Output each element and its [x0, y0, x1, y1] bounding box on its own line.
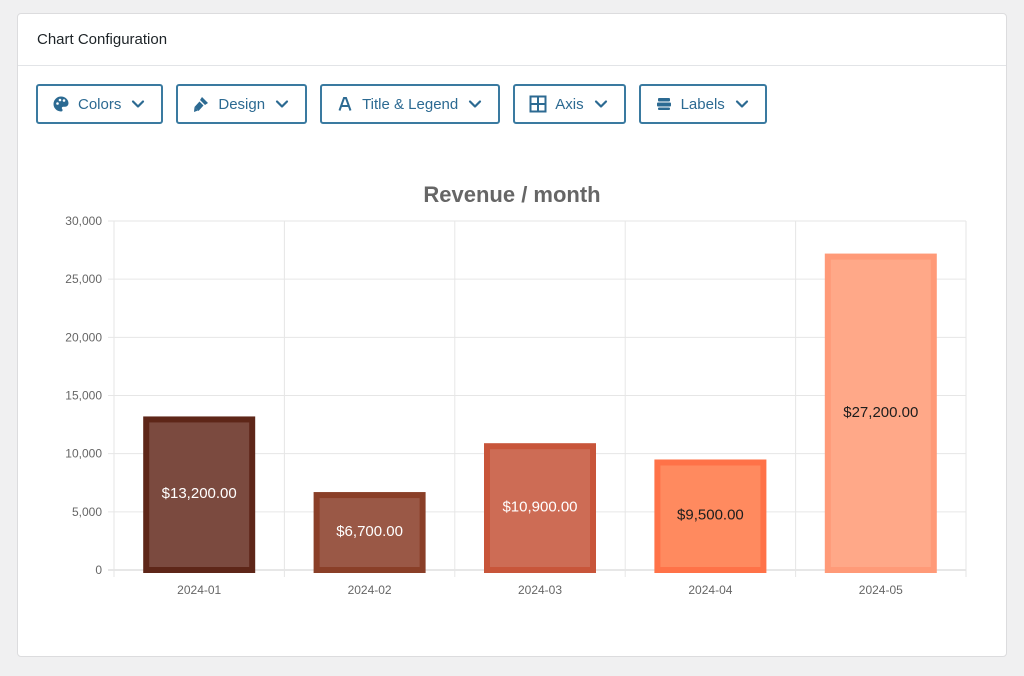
bar-data-label: $13,200.00	[162, 485, 237, 502]
y-tick-label: 20,000	[65, 330, 102, 344]
x-tick-label: 2024-01	[177, 583, 221, 597]
brush-icon	[192, 95, 210, 113]
x-tick-label: 2024-02	[348, 583, 392, 597]
y-tick-label: 10,000	[65, 447, 102, 461]
bar-data-label: $9,500.00	[677, 507, 744, 524]
bar	[824, 253, 937, 573]
colors-dropdown-button[interactable]: Colors	[36, 84, 164, 124]
labels-icon	[655, 95, 673, 113]
y-tick-label: 25,000	[65, 272, 102, 286]
x-tick-label: 2024-03	[518, 583, 562, 597]
font-icon	[336, 95, 354, 113]
y-tick-label: 0	[95, 563, 102, 577]
axis-label: Axis	[555, 95, 584, 113]
chevron-down-icon	[594, 97, 608, 111]
bars: $13,200.00 $6,700.00 $10,900.00 $9,500.00 $2…	[143, 253, 937, 574]
y-tick-label: 5,000	[72, 505, 102, 519]
labels-label: Labels	[680, 95, 725, 113]
chevron-down-icon	[275, 97, 289, 111]
y-tick-label: 30,000	[65, 214, 102, 228]
panel-title: Chart Configuration	[37, 31, 168, 48]
design-label: Design	[218, 95, 266, 113]
bar	[143, 416, 256, 573]
axes: 0 5,000 10,000 15,000 20,000 25,000 30,000 2024…	[65, 214, 903, 597]
colors-label: Colors	[78, 95, 122, 113]
bar-data-label: $27,200.00	[843, 404, 918, 421]
y-tick-label: 15,000	[65, 389, 102, 403]
chevron-down-icon	[131, 97, 145, 111]
bar-data-label: $10,900.00	[502, 499, 577, 516]
palette-icon	[52, 95, 70, 113]
chart-toolbar: Colors Design	[36, 84, 767, 124]
chevron-down-icon	[735, 97, 749, 111]
grid-icon	[529, 95, 547, 113]
x-tick-label: 2024-04	[688, 583, 732, 597]
x-tick-label: 2024-05	[859, 583, 903, 597]
axis-dropdown-button[interactable]: Axis	[513, 84, 626, 124]
bar	[484, 443, 596, 573]
title-legend-dropdown-button[interactable]: Title & Legend	[320, 84, 501, 124]
labels-dropdown-button[interactable]: Labels	[638, 84, 767, 124]
title-legend-label: Title & Legend	[362, 95, 459, 113]
bar	[654, 459, 767, 574]
bar	[313, 492, 426, 574]
bar-data-label: $6,700.00	[336, 523, 403, 540]
chart-title: Revenue / month	[423, 182, 600, 207]
design-dropdown-button[interactable]: Design	[176, 84, 308, 124]
chevron-down-icon	[468, 97, 482, 111]
panel-header: Chart Configuration	[18, 14, 1006, 66]
